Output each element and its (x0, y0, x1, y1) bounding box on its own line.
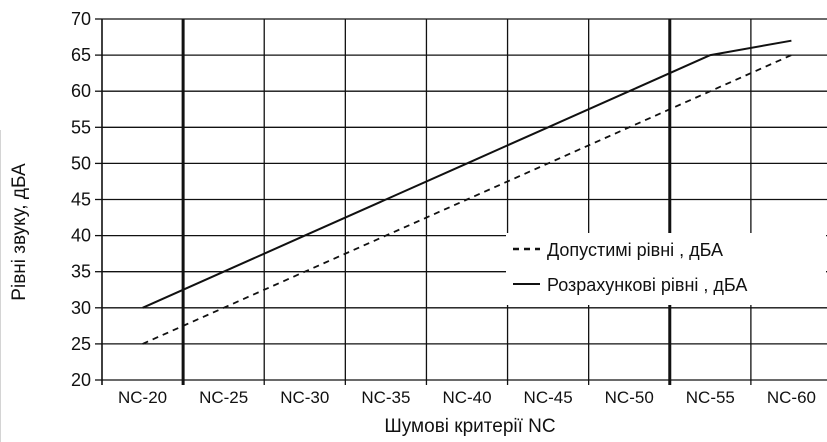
y-tick-label: 20 (71, 370, 91, 390)
x-tick-label: NC-50 (605, 388, 654, 407)
y-tick-label: 55 (71, 117, 91, 137)
y-tick-label: 65 (71, 45, 91, 65)
y-tick-label: 60 (71, 81, 91, 101)
legend-label-dashed: Допустимі рівні , дБА (547, 240, 723, 260)
y-tick-label: 30 (71, 298, 91, 318)
x-tick-labels: NC-20 NC-25 NC-30 NC-35 NC-40 NC-45 NC-50 NC-55… (118, 388, 816, 407)
grid (95, 18, 827, 385)
y-axis-label: Рівні звуку, дБА (9, 163, 30, 301)
y-tick-labels: 20 25 30 35 40 45 50 55 60 65 70 (71, 9, 91, 390)
x-tick-label: NC-35 (361, 388, 410, 407)
x-tick-label: NC-40 (442, 388, 491, 407)
y-tick-label: 25 (71, 334, 91, 354)
legend-label-solid: Розрахункові рівні , дБА (547, 275, 747, 295)
x-tick-label: NC-45 (524, 388, 573, 407)
series-lines (142, 39, 792, 345)
x-tick-label: NC-60 (767, 388, 816, 407)
y-tick-label: 50 (71, 153, 91, 173)
x-tick-label: NC-25 (199, 388, 248, 407)
x-tick-label: NC-20 (118, 388, 167, 407)
x-tick-label: NC-30 (280, 388, 329, 407)
legend: Допустимі рівні , дБА Розрахункові рівні… (506, 233, 826, 305)
y-tick-label: 70 (71, 9, 91, 29)
series-line-calculated (142, 39, 792, 309)
x-axis-label: Шумові критерії NC (384, 416, 555, 437)
y-tick-label: 45 (71, 190, 91, 210)
y-tick-label: 35 (71, 262, 91, 282)
legend-box (506, 233, 826, 305)
x-tick-label: NC-55 (686, 388, 735, 407)
y-tick-label: 40 (71, 226, 91, 246)
series-line-permissible (142, 54, 792, 345)
